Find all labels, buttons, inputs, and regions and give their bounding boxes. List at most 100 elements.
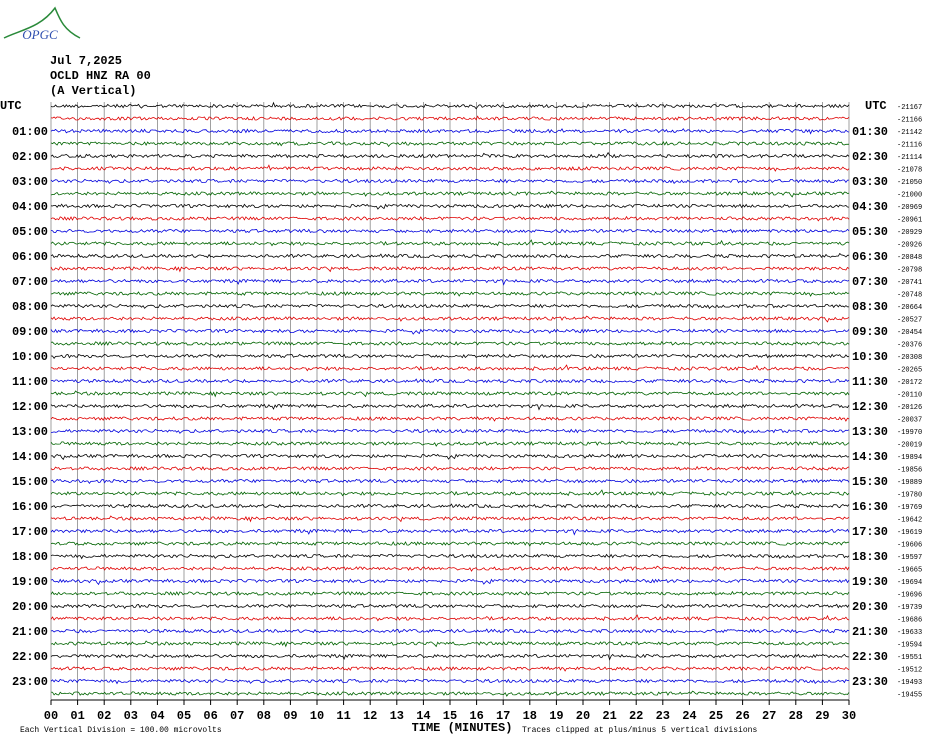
trace (50, 690, 850, 697)
trace-offset: -19606 (897, 541, 922, 549)
left-time-label: 10:00 (12, 350, 48, 364)
trace (50, 252, 850, 259)
x-tick-label: 04 (150, 709, 164, 723)
right-time-label: 02:30 (852, 150, 888, 164)
trace-offset: -19551 (897, 654, 922, 662)
trace (50, 315, 850, 323)
trace (50, 151, 850, 159)
trace (50, 190, 850, 198)
left-time-label: 09:00 (12, 325, 48, 339)
left-time-label: 14:00 (12, 450, 48, 464)
component: (A Vertical) (50, 84, 136, 98)
trace (50, 128, 850, 135)
trace-offset: -20929 (897, 229, 922, 237)
trace-offset: -19512 (897, 666, 922, 674)
trace (50, 403, 850, 411)
x-tick-label: 06 (203, 709, 217, 723)
left-time-label: 16:00 (12, 500, 48, 514)
trace (50, 541, 850, 547)
x-tick-label: 09 (283, 709, 297, 723)
trace (50, 678, 850, 685)
trace (50, 141, 850, 148)
trace-offset: -21114 (897, 154, 922, 162)
x-tick-label: 22 (629, 709, 643, 723)
trace (50, 666, 850, 672)
x-tick-label: 14 (416, 709, 430, 723)
right-time-label: 06:30 (852, 250, 888, 264)
x-tick-label: 00 (44, 709, 58, 723)
trace-offset: -19642 (897, 516, 922, 524)
trace (50, 178, 849, 184)
right-time-label: 12:30 (852, 400, 888, 414)
right-time-label: 03:30 (852, 175, 888, 189)
left-time-label: 05:00 (12, 225, 48, 239)
x-tick-label: 30 (842, 709, 856, 723)
left-time-label: 18:00 (12, 550, 48, 564)
right-time-label: 15:30 (852, 475, 888, 489)
trace (50, 390, 850, 398)
trace (50, 603, 850, 609)
trace-offset: -20664 (897, 304, 922, 312)
trace-offset: -19493 (897, 679, 922, 687)
left-time-label: 01:00 (12, 125, 48, 139)
trace (50, 503, 850, 509)
right-time-label: 01:30 (852, 125, 888, 139)
trace (50, 340, 850, 346)
right-time-label: 22:30 (852, 650, 888, 664)
trace-offset: -19694 (897, 579, 922, 587)
left-time-label: 06:00 (12, 250, 48, 264)
date: Jul 7,2025 (50, 54, 122, 68)
trace-offset: -21166 (897, 116, 922, 124)
trace-offset: -19594 (897, 641, 922, 649)
left-time-label: 20:00 (12, 600, 48, 614)
trace (50, 164, 850, 172)
right-time-label: 10:30 (852, 350, 888, 364)
trace (50, 101, 850, 110)
right-time-label: 19:30 (852, 575, 888, 589)
x-tick-label: 20 (576, 709, 590, 723)
right-time-label: 18:30 (852, 550, 888, 564)
left-time-label: 02:00 (12, 150, 48, 164)
trace-offset: -20848 (897, 254, 922, 262)
right-time-label: 21:30 (852, 625, 888, 639)
trace (50, 215, 850, 222)
trace-offset: -19970 (897, 429, 922, 437)
x-tick-label: 08 (257, 709, 271, 723)
trace-offset: -19739 (897, 604, 922, 612)
left-time-label: 08:00 (12, 300, 48, 314)
trace (50, 440, 850, 447)
right-time-label: 11:30 (852, 375, 888, 389)
right-time-label: 14:30 (852, 450, 888, 464)
x-axis-title: TIME (MINUTES) (412, 721, 513, 735)
trace (50, 628, 850, 634)
x-tick-label: 23 (656, 709, 670, 723)
trace-offset: -20376 (897, 341, 922, 349)
x-tick-label: 27 (762, 709, 776, 723)
left-time-label: 19:00 (12, 575, 48, 589)
x-tick-label: 03 (124, 709, 138, 723)
trace (50, 115, 850, 121)
x-tick-label: 19 (549, 709, 563, 723)
trace-offset: -21050 (897, 179, 922, 187)
trace (50, 416, 850, 422)
trace-offset: -21167 (897, 104, 922, 112)
right-time-label: 04:30 (852, 200, 888, 214)
left-time-label: 03:00 (12, 175, 48, 189)
trace-offset: -19665 (897, 566, 922, 574)
trace (50, 266, 850, 273)
x-tick-label: 11 (336, 709, 350, 723)
trace (51, 353, 850, 359)
left-axis-title: UTC (0, 99, 22, 113)
trace-offset: -20126 (897, 404, 922, 412)
trace (50, 465, 850, 471)
trace (50, 478, 850, 484)
trace-offset: -19633 (897, 629, 922, 637)
left-time-label: 15:00 (12, 475, 48, 489)
right-time-label: 17:30 (852, 525, 888, 539)
right-axis-title: UTC (865, 99, 887, 113)
trace (50, 653, 850, 661)
x-tick-label: 16 (469, 709, 483, 723)
trace-offset: -20527 (897, 316, 922, 324)
trace-offset: -20961 (897, 216, 922, 224)
trace (50, 614, 850, 622)
